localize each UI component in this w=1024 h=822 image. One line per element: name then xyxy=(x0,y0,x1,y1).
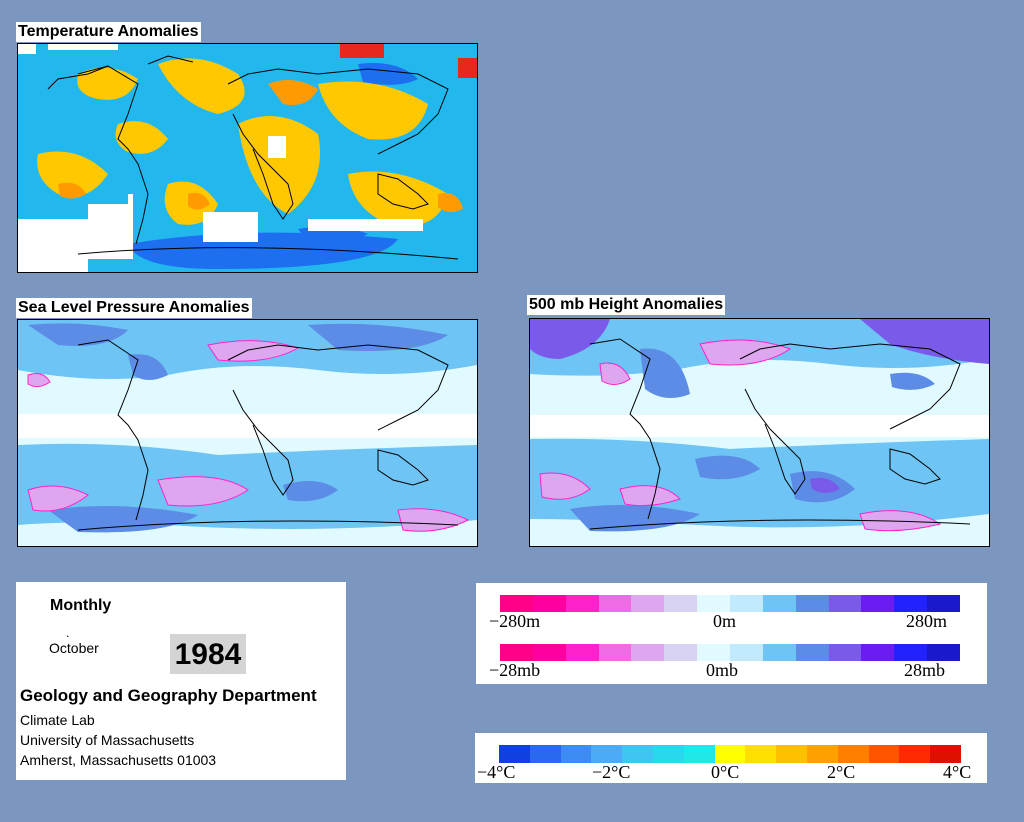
period-dot: . xyxy=(66,626,70,640)
height-legend-swatch xyxy=(828,595,862,612)
pressure-legend-swatch xyxy=(861,644,895,661)
pressure-legend-max: 28mb xyxy=(904,660,946,680)
pressure-legend-swatch xyxy=(730,644,763,661)
month-label: October xyxy=(49,640,99,656)
height-legend-swatch xyxy=(532,595,566,612)
height-legend-swatch xyxy=(861,595,895,612)
height-color-bar xyxy=(500,595,961,612)
height-legend-swatch xyxy=(565,595,599,612)
temperature-anomaly-map xyxy=(17,43,478,273)
temperature-legend-swatch xyxy=(868,745,900,763)
pressure-color-bar xyxy=(500,644,961,661)
temperature-legend-box: −4°C −2°C 0°C 2°C 4°C xyxy=(475,733,987,783)
temperature-color-bar xyxy=(499,745,961,763)
height-legend-swatch xyxy=(631,595,665,612)
temperature-legend-swatch xyxy=(899,745,931,763)
temperature-legend-swatch xyxy=(837,745,869,763)
affiliation-line-2: University of Massachusetts xyxy=(20,732,195,748)
slp-panel-title: Sea Level Pressure Anomalies xyxy=(16,298,252,318)
height-legend-swatch xyxy=(795,595,829,612)
temperature-legend-swatch xyxy=(714,745,746,763)
temp-legend-0: 0°C xyxy=(711,762,740,782)
temp-legend-2: 2°C xyxy=(827,762,856,782)
pressure-legend-min: −28mb xyxy=(489,660,541,680)
height-legend-swatch xyxy=(500,595,533,612)
temperature-legend-swatch xyxy=(776,745,807,763)
period-label: Monthly xyxy=(50,597,112,614)
pressure-legend-swatch xyxy=(762,644,796,661)
pressure-legend-swatch xyxy=(598,644,632,661)
temp-legend-4: 4°C xyxy=(943,762,972,782)
height-legend-swatch xyxy=(730,595,763,612)
temperature-legend-swatch xyxy=(591,745,623,763)
pressure-legend-swatch xyxy=(927,644,961,661)
year-label: 1984 xyxy=(170,634,246,674)
height-legend-swatch xyxy=(894,595,928,612)
temperature-legend-swatch xyxy=(652,745,684,763)
pressure-legend-swatch xyxy=(532,644,566,661)
height500-anomaly-map xyxy=(529,318,990,547)
pressure-legend-swatch xyxy=(631,644,665,661)
temperature-legend-swatch xyxy=(529,745,561,763)
temperature-legend-swatch xyxy=(499,745,530,763)
height500-panel-title: 500 mb Height Anomalies xyxy=(527,295,726,315)
temperature-legend-swatch xyxy=(560,745,592,763)
temp-legend-neg4: −4°C xyxy=(477,762,516,782)
height-legend-swatch xyxy=(664,595,698,612)
height-legend-max: 280m xyxy=(906,611,948,631)
department-title: Geology and Geography Department xyxy=(20,686,317,705)
height-legend-swatch xyxy=(697,595,731,612)
pressure-legend-swatch xyxy=(697,644,731,661)
temperature-legend-swatch xyxy=(683,745,715,763)
temperature-legend-swatch xyxy=(806,745,838,763)
height-legend-mid: 0m xyxy=(713,611,737,631)
height-legend-swatch xyxy=(927,595,961,612)
info-box: Monthly . October 1984 Geology and Geogr… xyxy=(16,582,346,780)
height-pressure-legend-box: −280m 0m 280m −28mb 0mb 28mb xyxy=(476,583,987,684)
pressure-legend-swatch xyxy=(500,644,533,661)
affiliation-line-1: Climate Lab xyxy=(20,712,95,728)
pressure-legend-swatch xyxy=(894,644,928,661)
temperature-legend-swatch xyxy=(745,745,777,763)
temperature-panel-title: Temperature Anomalies xyxy=(16,22,201,42)
height-legend-min: −280m xyxy=(489,611,541,631)
pressure-legend-swatch xyxy=(664,644,698,661)
pressure-legend-mid: 0mb xyxy=(706,660,739,680)
affiliation-line-3: Amherst, Massachusetts 01003 xyxy=(20,752,217,768)
temperature-legend-swatch xyxy=(622,745,653,763)
pressure-legend-swatch xyxy=(795,644,829,661)
pressure-legend-swatch xyxy=(828,644,862,661)
temperature-legend-swatch xyxy=(930,745,961,763)
pressure-legend-swatch xyxy=(565,644,599,661)
temp-legend-neg2: −2°C xyxy=(592,762,631,782)
height-legend-swatch xyxy=(762,595,796,612)
slp-anomaly-map xyxy=(17,319,478,547)
height-legend-swatch xyxy=(598,595,632,612)
